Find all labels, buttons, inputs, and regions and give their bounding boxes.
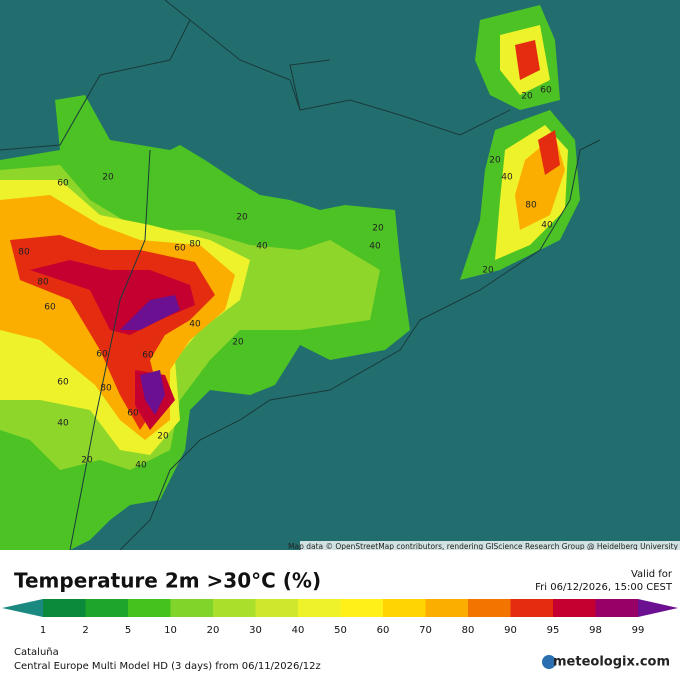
contour-label: 20 xyxy=(81,456,93,466)
valid-time: Fri 06/12/2026, 15:00 CEST xyxy=(535,582,673,593)
legend-swatch xyxy=(255,599,299,617)
contour-label: 60 xyxy=(57,179,69,189)
map-attribution: Map data © OpenStreetMap contributors, r… xyxy=(288,542,679,551)
contour-label: 20 xyxy=(236,213,248,223)
legend-swatch xyxy=(340,599,384,617)
legend-tick-label: 5 xyxy=(125,625,131,636)
legend-swatch xyxy=(383,599,426,617)
contour-label: 60 xyxy=(127,409,139,419)
contour-label: 40 xyxy=(369,242,381,252)
legend-tick-label: 30 xyxy=(249,625,262,636)
brand: meteologix.com xyxy=(553,655,670,670)
contour-label: 60 xyxy=(44,303,56,313)
legend-swatch xyxy=(510,599,554,617)
contour-label: 40 xyxy=(57,419,69,429)
legend-tick-label: 20 xyxy=(207,625,220,636)
legend-tick-label: 98 xyxy=(589,625,602,636)
legend-tick-label: 95 xyxy=(547,625,560,636)
legend-tick-label: 2 xyxy=(82,625,88,636)
contour-label: 20 xyxy=(482,266,494,276)
contour-label: 80 xyxy=(100,384,112,394)
contour-label: 20 xyxy=(157,432,169,442)
map-title: Temperature 2m >30°C (%) xyxy=(14,569,321,593)
legend-arrow xyxy=(638,599,678,617)
brand-logo xyxy=(542,655,556,669)
legend-swatch xyxy=(213,599,256,617)
contour-label: 60 xyxy=(57,378,69,388)
contour-label: 20 xyxy=(102,173,114,183)
legend-tick-label: 99 xyxy=(632,625,645,636)
contour-label: 40 xyxy=(256,242,268,252)
valid-label: Valid for xyxy=(631,569,673,580)
legend-swatch xyxy=(425,599,469,617)
contour-label: 80 xyxy=(189,240,201,250)
legend: 1 2 5 10 20 30 40 50 60 70 80 90 95 98 99 xyxy=(2,599,678,636)
legend-swatch xyxy=(298,599,341,617)
contour-label: 40 xyxy=(135,461,147,471)
contour-label: 80 xyxy=(525,201,537,211)
contour-label: 80 xyxy=(18,248,30,258)
legend-tick-label: 50 xyxy=(334,625,347,636)
legend-swatch xyxy=(595,599,639,617)
contour-label: 40 xyxy=(541,221,553,231)
legend-swatch xyxy=(553,599,596,617)
contour-label: 40 xyxy=(501,173,513,183)
legend-swatch xyxy=(85,599,129,617)
contour-label: 60 xyxy=(96,350,108,360)
contour-label: 20 xyxy=(372,224,384,234)
legend-tick-label: 1 xyxy=(40,625,46,636)
contour-label: 20 xyxy=(521,92,533,102)
contour-label: 20 xyxy=(489,156,501,166)
legend-tick-label: 10 xyxy=(164,625,177,636)
contour-label: 20 xyxy=(232,338,244,348)
legend-swatch xyxy=(170,599,214,617)
legend-tick-label: 40 xyxy=(292,625,305,636)
legend-tick-label: 80 xyxy=(462,625,475,636)
region: Cataluña xyxy=(14,647,59,658)
legend-swatch xyxy=(43,599,86,617)
contour-label: 80 xyxy=(37,278,49,288)
legend-tick-label: 60 xyxy=(377,625,390,636)
legend-swatch xyxy=(128,599,171,617)
model-info: Central Europe Multi Model HD (3 days) f… xyxy=(14,661,321,672)
contour-label: 60 xyxy=(174,244,186,254)
contour-label: 60 xyxy=(540,86,552,96)
legend-tick-label: 90 xyxy=(504,625,517,636)
legend-arrow xyxy=(2,599,43,617)
contour-label: 60 xyxy=(142,351,154,361)
legend-tick-label: 70 xyxy=(419,625,432,636)
legend-swatch xyxy=(468,599,511,617)
contour-label: 40 xyxy=(189,320,201,330)
